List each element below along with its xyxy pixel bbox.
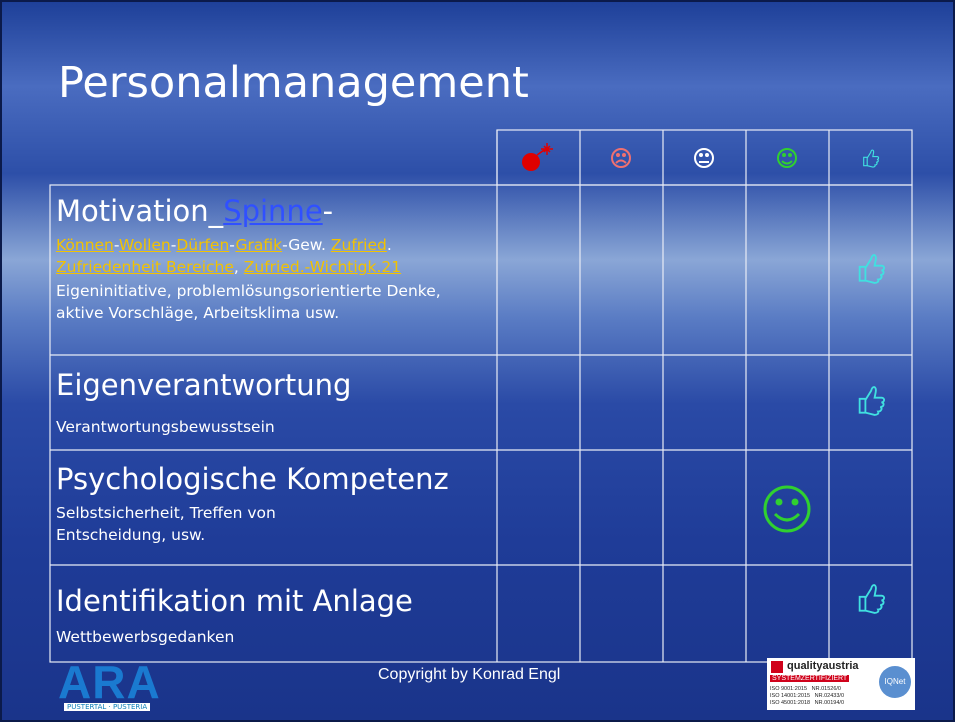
sad-icon — [611, 148, 631, 168]
row-cell: Motivation_Spinne- Können-Wollen-Dürfen-… — [56, 194, 492, 324]
thumb-icon — [858, 584, 886, 614]
link-list: Können-Wollen-Dürfen-Grafik-Gew. Zufried… — [56, 234, 492, 278]
badge-line: ISO 14001:2015 — [770, 693, 811, 699]
copyright: Copyright by Konrad Engl — [378, 666, 561, 683]
thumb-icon — [858, 386, 886, 416]
row-heading: Psychologische Kompetenz — [56, 462, 449, 496]
row-heading: Identifikation mit Anlage — [56, 584, 413, 618]
smile-icon-large — [763, 485, 811, 533]
logo-subtitle: PUSTERTAL · PUSTERIA — [64, 703, 151, 711]
badge-line: NR.01526/0 — [811, 686, 841, 692]
link[interactable]: Zufried.-Wichtigk.21 — [243, 258, 402, 276]
separator: - — [229, 236, 236, 254]
smile-icon — [777, 148, 797, 168]
row-cell: Identifikation mit Anlage Wettbewerbsged… — [56, 584, 492, 648]
certification-badge: qualityaustria SYSTEMZERTIFIZIERT ISO 90… — [767, 658, 915, 710]
thumb-icon — [863, 149, 880, 168]
row-cell: Eigenverantwortung Verantwortungsbewusst… — [56, 368, 492, 438]
link[interactable]: Grafik — [235, 236, 283, 254]
badge-status: SYSTEMZERTIFIZIERT — [770, 675, 850, 682]
link[interactable]: Zufriedenheit Bereiche — [56, 258, 234, 276]
link[interactable]: Wollen — [118, 236, 171, 254]
row-heading: Eigenverantwortung — [56, 368, 352, 402]
separator: - — [170, 236, 177, 254]
grid-lines — [49, 129, 913, 663]
link[interactable]: Dürfen — [176, 236, 230, 254]
row-cell: Psychologische Kompetenz Selbstsicherhei… — [56, 462, 492, 546]
heading-text: - — [322, 194, 334, 228]
badge-line: NR.00194/0 — [814, 700, 845, 706]
row-heading: Motivation_Spinne- — [56, 194, 492, 228]
separator: -Gew. — [282, 236, 331, 254]
link[interactable]: Können — [56, 236, 114, 254]
logo: ARA — [58, 656, 161, 708]
badge-mark — [771, 661, 783, 673]
badge-brand: qualityaustria — [787, 660, 859, 672]
separator: - — [113, 236, 119, 254]
badge-network: IQNet — [879, 666, 911, 698]
bomb-icon — [522, 143, 553, 171]
badge-lines: ISO 9001:2015 NR.01526/0 ISO 14001:2015 … — [770, 686, 844, 707]
separator: , — [233, 258, 244, 276]
slide-title: Personalmanagement — [58, 58, 529, 108]
row-description: Selbstsicherheit, Treffen von Entscheidu… — [56, 504, 276, 544]
badge-line: ISO 9001:2015 — [770, 686, 808, 692]
row-description: Wettbewerbsgedanken — [56, 628, 235, 646]
row-description: Verantwortungsbewusstsein — [56, 418, 275, 436]
separator: . — [386, 236, 392, 254]
thumb-icon — [858, 254, 886, 284]
badge-line: NR.02433/0 — [814, 693, 845, 699]
badge-line: ISO 45001:2018 — [770, 700, 811, 706]
row-description: Eigeninitiative, problemlösungsorientier… — [56, 282, 441, 322]
link[interactable]: Spinne — [223, 194, 323, 228]
link[interactable]: Zufried — [330, 236, 387, 254]
neutral-icon — [694, 148, 714, 168]
heading-text: Motivation_ — [56, 194, 224, 228]
